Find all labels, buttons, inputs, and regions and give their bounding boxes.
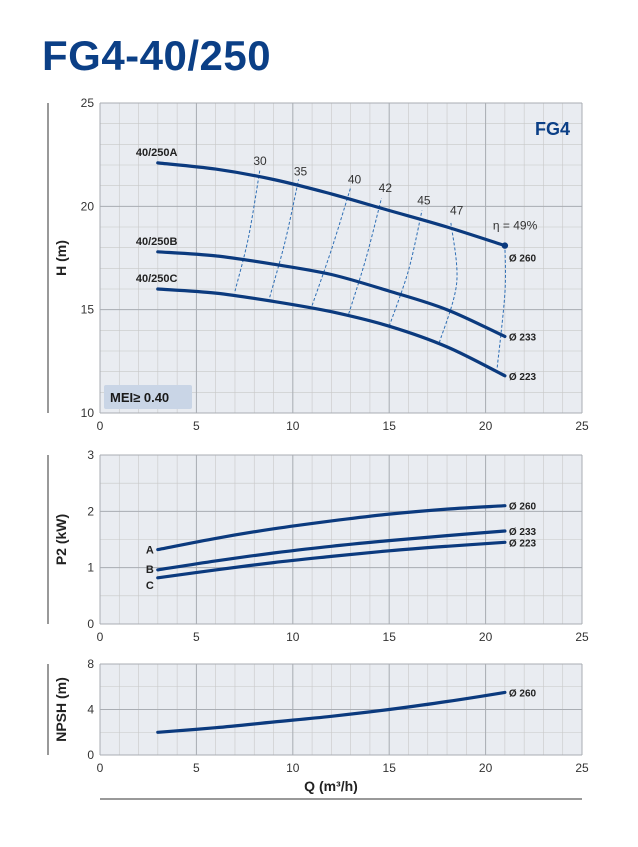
efficiency-label-30: 30 xyxy=(253,154,267,168)
page-title: FG4-40/250 xyxy=(42,32,272,79)
efficiency-label-35: 35 xyxy=(294,164,308,178)
best-efficiency-point xyxy=(501,242,509,249)
x-tick-label: 15 xyxy=(383,761,397,775)
diameter-label: Ø 260 xyxy=(509,502,537,513)
x-tick-label: 0 xyxy=(97,630,104,644)
major-grid xyxy=(99,663,583,756)
y-tick-label: 3 xyxy=(87,448,94,462)
major-grid xyxy=(99,454,583,625)
x-tick-label: 5 xyxy=(193,761,200,775)
efficiency-eta-label: η = 49% xyxy=(493,219,538,233)
efficiency-curve-42 xyxy=(348,197,382,314)
x-tick-label: 5 xyxy=(193,419,200,433)
x-tick-label: 25 xyxy=(575,630,589,644)
curve-label: 40/250B xyxy=(136,236,178,248)
y-tick-label: 0 xyxy=(87,617,94,631)
y-tick-label: 10 xyxy=(81,406,95,420)
diameter-label: Ø 223 xyxy=(509,538,537,549)
x-tick-label: 15 xyxy=(383,630,397,644)
curve-label: A xyxy=(146,545,154,557)
efficiency-label-47: 47 xyxy=(450,204,464,218)
y-tick-label: 4 xyxy=(87,703,94,717)
curve-label: 40/250A xyxy=(136,147,178,159)
diameter-label: Ø 260 xyxy=(509,688,537,699)
efficiency-label-45: 45 xyxy=(417,193,431,207)
major-grid xyxy=(99,102,583,414)
diameter-label: Ø 223 xyxy=(509,372,537,383)
curve-40-250c xyxy=(156,287,507,378)
y-tick-label: 20 xyxy=(81,199,95,213)
mei-label: MEI≥ 0.40 xyxy=(110,390,169,405)
curve-a xyxy=(156,504,507,552)
x-tick-label: 25 xyxy=(575,419,589,433)
efficiency-curve-35 xyxy=(269,179,300,298)
x-tick-label: 20 xyxy=(479,630,493,644)
curve-label: 40/250C xyxy=(136,273,178,285)
curve-40-250a xyxy=(156,161,507,248)
x-tick-label: 0 xyxy=(97,761,104,775)
efficiency-curve-30 xyxy=(234,169,261,292)
x-tick-label: 15 xyxy=(383,419,397,433)
diameter-label: Ø 233 xyxy=(509,333,537,344)
x-tick-label: 10 xyxy=(286,419,300,433)
y-tick-label: 25 xyxy=(81,96,95,110)
x-tick-label: 5 xyxy=(193,630,200,644)
x-tick-label: 10 xyxy=(286,630,300,644)
y-tick-label: 15 xyxy=(81,303,95,317)
y-axis-label: NPSH (m) xyxy=(53,677,69,742)
x-tick-label: 20 xyxy=(479,761,493,775)
x-tick-label: 10 xyxy=(286,761,300,775)
curve-npsh xyxy=(156,690,507,734)
y-tick-label: 1 xyxy=(87,561,94,575)
efficiency-label-40: 40 xyxy=(348,173,362,187)
efficiency-curve-45 xyxy=(388,210,423,327)
x-axis-label: Q (m³/h) xyxy=(304,778,358,794)
x-tick-label: 0 xyxy=(97,419,104,433)
efficiency-curve-40 xyxy=(311,187,352,306)
y-tick-label: 0 xyxy=(87,748,94,762)
curve-b xyxy=(156,529,507,572)
curve-40-250b xyxy=(156,250,507,339)
x-tick-label: 20 xyxy=(479,419,493,433)
efficiency-curve-47 xyxy=(438,222,458,343)
x-tick-label: 25 xyxy=(575,761,589,775)
efficiency-curves: 30 35 40 42 45 47 xyxy=(234,154,506,368)
mei-box xyxy=(104,385,192,409)
plot-background xyxy=(100,103,582,413)
y-axis-label: P2 (kW) xyxy=(53,514,69,565)
efficiency-label-42: 42 xyxy=(379,181,393,195)
y-tick-label: 2 xyxy=(87,504,94,518)
diameter-label: Ø 260 xyxy=(509,254,537,265)
chart-panel-2: 0 1 2 3 0 5 10 15 20 25 P2 (kW) A Ø 260 B Ø 233 C Ø 223 xyxy=(47,448,589,644)
y-tick-label: 8 xyxy=(87,657,94,671)
curve-c xyxy=(156,540,507,580)
curve-label: B xyxy=(146,564,154,576)
curve-label: C xyxy=(146,580,154,592)
chart-panel-3: 0 4 8 0 5 10 15 20 25 NPSH (m) Ø 260 Q (m³/h) xyxy=(47,657,589,800)
efficiency-curve-49 xyxy=(496,245,506,368)
series-family-label: FG4 xyxy=(535,119,570,139)
y-axis-label: H (m) xyxy=(53,240,69,276)
chart-panel-1: 10 15 20 25 0 5 10 15 20 25 H (m) 30 35 40 42 45 47 40/25… xyxy=(47,96,589,433)
diameter-label: Ø 233 xyxy=(509,527,537,538)
